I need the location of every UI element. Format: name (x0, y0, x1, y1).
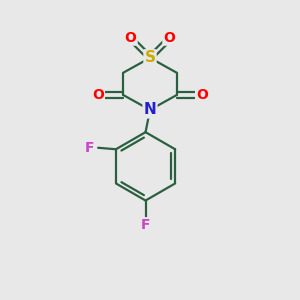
Text: S: S (145, 50, 155, 65)
Text: F: F (85, 141, 94, 155)
Text: F: F (141, 218, 150, 232)
Text: O: O (92, 88, 104, 102)
Text: O: O (125, 31, 136, 45)
Text: O: O (196, 88, 208, 102)
Text: O: O (164, 31, 175, 45)
Text: N: N (144, 102, 156, 117)
